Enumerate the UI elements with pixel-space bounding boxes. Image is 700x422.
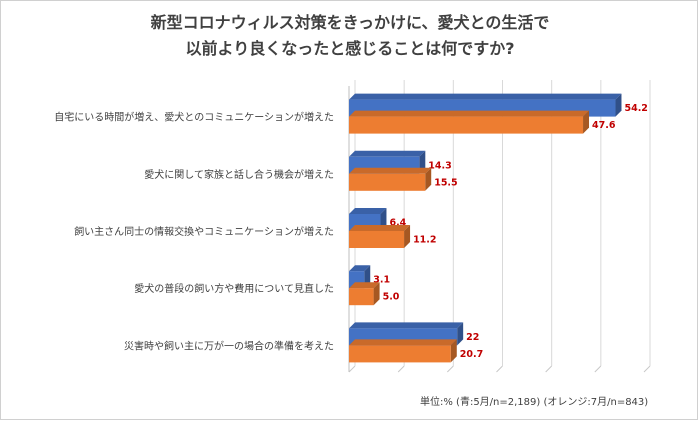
data-label-may: 54.2	[624, 103, 647, 114]
gridline-foot	[397, 365, 405, 373]
bar-top-may	[349, 265, 371, 272]
chart-title-line-1: 新型コロナウィルス対策をきっかけに、愛犬との生活で	[150, 13, 550, 32]
data-label-july: 5.0	[383, 292, 400, 303]
category-label: 自宅にいる時間が増え、愛犬とのコミュニケーションが増えた	[54, 111, 334, 124]
bar-top-july	[349, 225, 411, 231]
category-label: 愛犬の普段の飼い方や費用について見直した	[134, 282, 334, 295]
bar-july	[349, 231, 405, 248]
bar-side-july	[404, 225, 411, 248]
bar-side-july	[373, 282, 380, 306]
bar-side-may	[457, 322, 464, 346]
gridline-foot	[643, 365, 651, 373]
bar-july	[349, 345, 451, 363]
bar-top-may	[349, 93, 622, 100]
data-label-may: 14.3	[428, 160, 451, 171]
data-label-july: 20.7	[460, 349, 483, 360]
data-label-july: 15.5	[434, 177, 457, 188]
gridline-foot	[446, 365, 454, 373]
bar-top-may	[349, 150, 426, 157]
data-label-may: 22	[466, 332, 479, 343]
gridline-foot	[545, 365, 553, 373]
bar-top-july	[349, 110, 590, 117]
data-label-july: 47.6	[592, 120, 616, 131]
data-label-may: 6.4	[389, 218, 406, 229]
chart-footnote: 単位:% (青:5月/n=2,189) (オレンジ:7月/n=843)	[420, 397, 649, 408]
category-label: 災害時や飼い主に万が一の場合の準備を考えた	[124, 339, 334, 352]
bar-side-july	[583, 110, 590, 134]
bar-july	[349, 173, 426, 191]
bar-side-may	[615, 93, 622, 117]
bar-side-july	[425, 167, 432, 191]
gridline-foot	[496, 365, 503, 373]
gridline-foot	[594, 365, 602, 373]
category-label: 愛犬に関して家族と話し合う機会が増えた	[144, 168, 334, 181]
bar-top-july	[349, 339, 457, 346]
gridline-foot	[348, 365, 356, 373]
chart-title: 新型コロナウィルス対策をきっかけに、愛犬との生活で 以前より良くなったと感じるこ…	[0, 10, 700, 62]
data-label-july: 11.2	[413, 235, 436, 246]
bar-top-july	[349, 167, 432, 174]
chart-title-line-2: 以前より良くなったと感じることは何ですか?	[185, 39, 515, 58]
data-label-may: 3.1	[373, 275, 390, 286]
bar-top-july	[349, 282, 380, 289]
bar-top-may	[349, 322, 464, 329]
bar-top-may	[349, 208, 387, 214]
category-label: 飼い主さん同士の情報交換やコミュニケーションが増えた	[74, 225, 334, 238]
bar-side-july	[450, 339, 457, 363]
bar-july	[349, 116, 584, 134]
bar-july	[349, 288, 374, 306]
